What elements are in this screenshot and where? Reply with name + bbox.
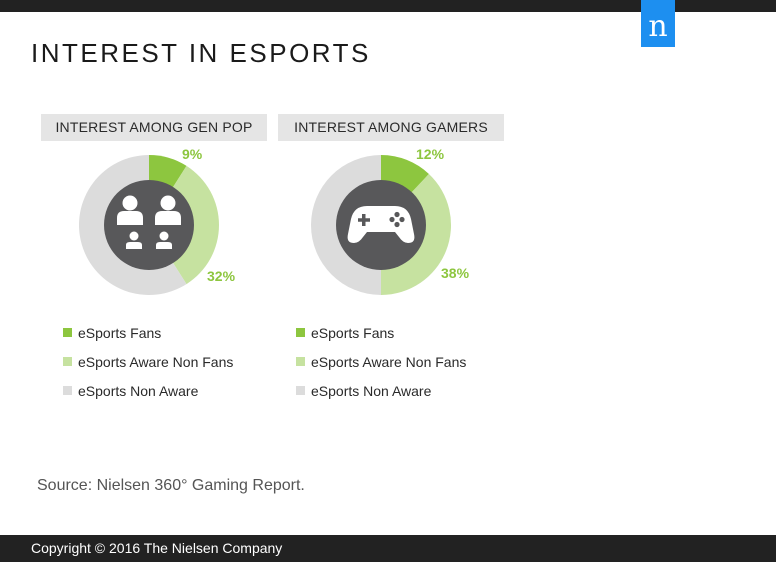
gamers-aware-label: 38%	[441, 265, 470, 281]
chart-title-gen-pop: INTEREST AMONG GEN POP	[41, 114, 267, 141]
page-title: INTEREST IN ESPORTS	[31, 38, 371, 68]
legend-label: eSports Fans	[311, 324, 395, 341]
legend-label: eSports Fans	[78, 324, 162, 341]
top-bar	[0, 0, 776, 12]
gamers-legend: eSports Fans eSports Aware Non Fans eSpo…	[296, 318, 466, 405]
legend-swatch	[63, 357, 72, 366]
legend-item-aware: eSports Aware Non Fans	[63, 347, 233, 376]
legend-swatch	[63, 386, 72, 395]
legend-swatch	[296, 386, 305, 395]
gamers-donut-chart	[311, 155, 452, 295]
source-note: Source: Nielsen 360° Gaming Report.	[37, 477, 305, 494]
legend-label: eSports Aware Non Fans	[78, 353, 234, 370]
footer-bar: Copyright © 2016 The Nielsen Company	[0, 535, 776, 562]
copyright-text: Copyright © 2016 The Nielsen Company	[31, 540, 283, 556]
gen-pop-donut-chart	[78, 155, 219, 295]
legend-label: eSports Non Aware	[78, 382, 199, 399]
legend-item-non-aware: eSports Non Aware	[296, 376, 466, 405]
gen-pop-legend: eSports Fans eSports Aware Non Fans eSpo…	[63, 318, 233, 405]
nielsen-logo: n	[641, 0, 675, 47]
legend-swatch	[63, 328, 72, 337]
gen-pop-fans-label: 9%	[182, 146, 203, 162]
legend-swatch	[296, 357, 305, 366]
legend-swatch	[296, 328, 305, 337]
legend-item-non-aware: eSports Non Aware	[63, 376, 233, 405]
legend-item-aware: eSports Aware Non Fans	[296, 347, 466, 376]
legend-label: eSports Non Aware	[311, 382, 432, 399]
gamepad-icon	[347, 206, 415, 243]
legend-item-fans: eSports Fans	[63, 318, 233, 347]
chart-title-gamers: INTEREST AMONG GAMERS	[278, 114, 504, 141]
legend-item-fans: eSports Fans	[296, 318, 466, 347]
people-icon	[117, 195, 181, 249]
gen-pop-aware-label: 32%	[207, 268, 236, 284]
gamers-fans-label: 12%	[416, 146, 445, 162]
legend-label: eSports Aware Non Fans	[311, 353, 467, 370]
